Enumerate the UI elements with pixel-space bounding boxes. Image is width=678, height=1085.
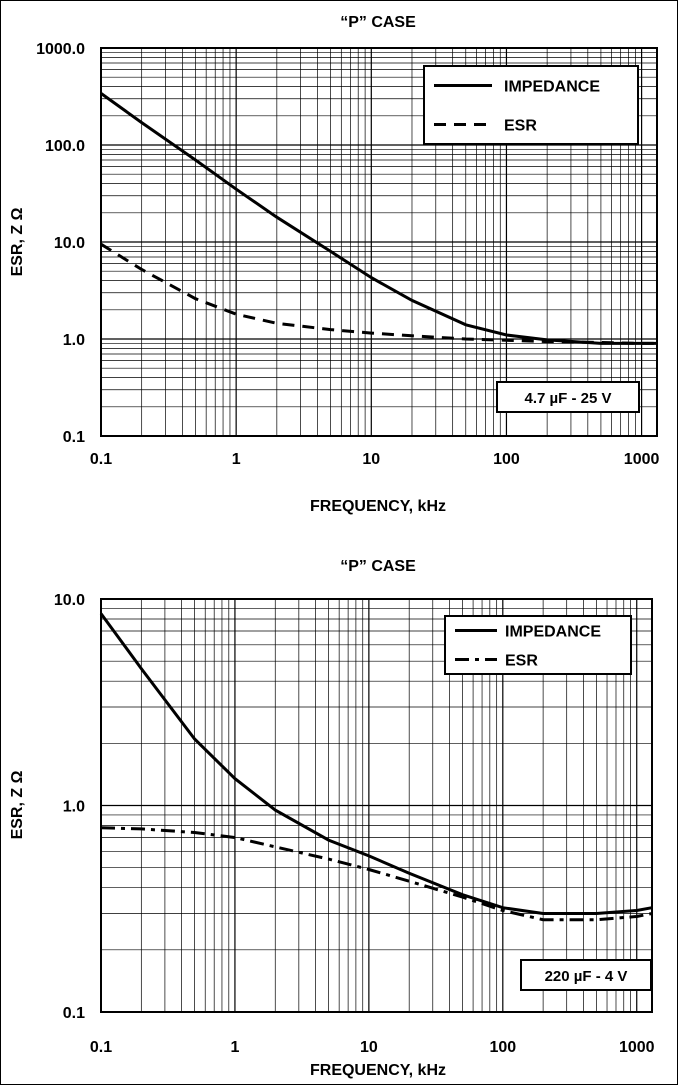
chart-title: “P” CASE bbox=[340, 14, 416, 31]
y-tick-label: 1000.0 bbox=[36, 41, 85, 58]
legend-label-esr: ESR bbox=[504, 118, 537, 135]
y-tick-label: 1.0 bbox=[63, 799, 85, 816]
legend: IMPEDANCE ESR bbox=[423, 65, 639, 145]
x-tick-label: 1 bbox=[230, 1039, 239, 1056]
plot-border bbox=[100, 47, 658, 437]
series-impedance-line bbox=[99, 612, 653, 915]
plot-border bbox=[100, 598, 653, 1013]
x-tick-label: 1 bbox=[232, 451, 241, 468]
x-tick-label: 10 bbox=[362, 451, 380, 468]
x-tick-label: 1000 bbox=[624, 451, 660, 468]
x-axis-label: FREQUENCY, kHz bbox=[310, 1062, 446, 1079]
y-axis-label: ESR, Z Ω bbox=[9, 207, 26, 276]
capacitance-note-box bbox=[520, 959, 652, 991]
x-tick-label: 1000 bbox=[619, 1039, 655, 1056]
legend-box bbox=[423, 65, 639, 145]
legend-label-impedance: IMPEDANCE bbox=[504, 79, 600, 96]
x-tick-label: 0.1 bbox=[90, 1039, 112, 1056]
x-tick-label: 10 bbox=[360, 1039, 378, 1056]
legend: IMPEDANCE ESR bbox=[444, 615, 632, 675]
chart-1: 0.1 1 10 100 1000 0.1 1.0 10.0 100.0 1000.0 “P” CA… bbox=[9, 14, 659, 515]
x-tick-label: 0.1 bbox=[90, 451, 112, 468]
y-tick-label: 1.0 bbox=[63, 332, 85, 349]
series-esr-line bbox=[100, 242, 657, 345]
legend-box bbox=[444, 615, 632, 675]
capacitance-note: 220 µF - 4 V bbox=[545, 968, 628, 985]
y-tick-label: 10.0 bbox=[54, 592, 85, 609]
chart-title: “P” CASE bbox=[340, 558, 416, 575]
y-tick-label: 100.0 bbox=[45, 138, 85, 155]
capacitance-note-box bbox=[496, 381, 640, 413]
legend-label-esr: ESR bbox=[505, 653, 538, 670]
y-axis-label: ESR, Z Ω bbox=[9, 770, 26, 839]
capacitance-note: 4.7 µF - 25 V bbox=[524, 390, 611, 407]
y-tick-label: 0.1 bbox=[63, 429, 85, 446]
y-tick-label: 10.0 bbox=[54, 235, 85, 252]
x-axis-label: FREQUENCY, kHz bbox=[310, 498, 446, 515]
x-tick-label: 100 bbox=[489, 1039, 516, 1056]
legend-label-impedance: IMPEDANCE bbox=[505, 624, 601, 641]
y-tick-label: 0.1 bbox=[63, 1005, 85, 1022]
x-tick-label: 100 bbox=[493, 451, 520, 468]
chart-2: 0.1 1 10 100 1000 0.1 1.0 10.0 “P” CASE FREQUENCY… bbox=[9, 558, 655, 1079]
series-esr-line bbox=[100, 826, 653, 922]
